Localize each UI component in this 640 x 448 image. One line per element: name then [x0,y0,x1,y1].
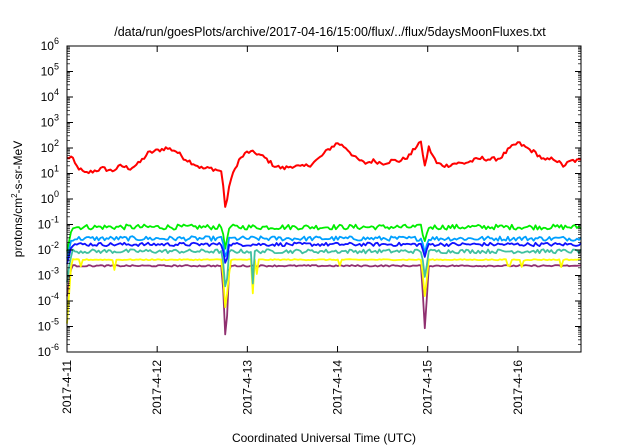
y-tick-label: 10-6 [38,342,59,359]
x-tick-label: 2017-4-14 [331,360,345,415]
series-line [66,264,582,336]
series-line [66,235,582,259]
x-tick-label: 2017-4-13 [240,360,254,415]
series-line [66,223,582,252]
y-tick-label: 104 [41,87,59,104]
x-tick-label: 2017-4-11 [60,360,74,414]
y-tick-label: 100 [41,189,59,206]
y-tick-label: 106 [41,36,59,53]
y-tick-label: 10-1 [38,215,59,232]
x-axis-label: Coordinated Universal Time (UTC) [232,431,416,445]
y-tick-label: 103 [41,113,59,130]
y-axis: 10-6 10-5 10-4 10-3 10-2 10-1 100 101 102 103 104 1… [38,36,581,359]
series-layer [66,140,582,336]
y-tick-label: 10-4 [38,291,59,308]
y-tick-label: 10-3 [38,266,59,283]
y-tick-label: 10-5 [38,317,59,334]
y-axis-label-sup: 2 [10,193,19,198]
chart-title: /data/run/goesPlots/archive/2017-04-16/1… [114,25,546,39]
y-tick-label: 102 [41,138,59,155]
y-axis-label-pre: protons/cm [11,198,25,257]
series-line [66,258,582,324]
series-line [66,248,582,288]
y-tick-label: 101 [41,164,59,181]
series-line [66,140,582,208]
y-axis-label-post: -s-sr-MeV [11,141,25,194]
x-tick-label: 2017-4-16 [511,360,525,415]
series-line [66,241,582,265]
y-tick-label: 105 [41,62,59,79]
x-tick-label: 2017-4-15 [421,360,435,415]
y-axis-label: protons/cm2-s-sr-MeV [10,141,25,257]
plot-frame [66,45,582,353]
x-tick-label: 2017-4-12 [150,360,164,415]
x-axis: 2017-4-11 2017-4-12 2017-4-13 2017-4-14 2017… [60,46,525,415]
y-tick-label: 10-2 [38,240,59,257]
